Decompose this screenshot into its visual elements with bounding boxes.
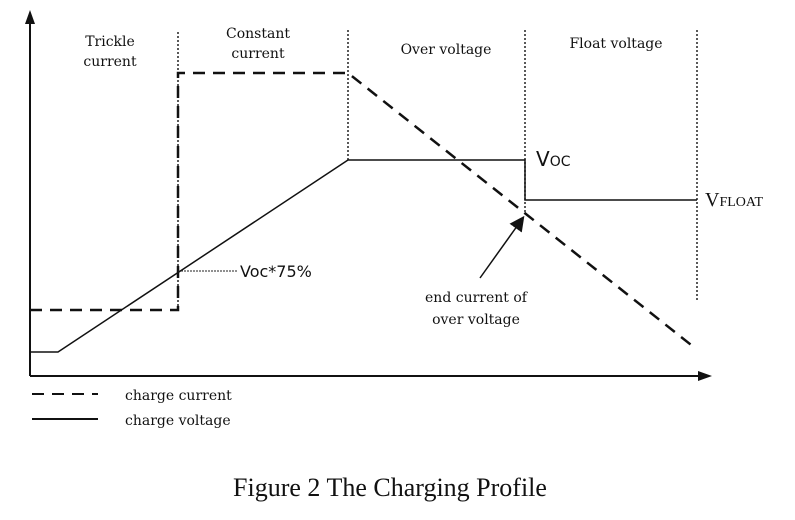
legend-charge-voltage-label: charge voltage <box>125 413 231 429</box>
region-constant-label-2: current <box>231 46 285 62</box>
region-float-voltage-label: Float voltage <box>569 36 662 52</box>
y-axis-arrow <box>25 10 35 24</box>
vfloat-label: VFLOAT <box>705 189 763 211</box>
legend-charge-current-label: charge current <box>125 388 232 404</box>
voc-label: VOC <box>536 147 571 171</box>
figure-caption: Figure 2 The Charging Profile <box>233 473 547 502</box>
end-current-label-1: end current of <box>425 290 529 306</box>
charge-voltage-curve <box>30 159 697 353</box>
x-axis-arrow <box>698 371 712 381</box>
charge-current-curve <box>30 71 696 349</box>
end-current-arrow <box>479 215 525 279</box>
end-current-label-2: over voltage <box>432 312 520 328</box>
region-constant-label-1: Constant <box>226 26 290 42</box>
voc75-label: Voc*75% <box>240 262 312 281</box>
region-trickle-label-2: current <box>83 54 137 70</box>
region-over-voltage-label: Over voltage <box>401 42 492 58</box>
region-trickle-label-1: Trickle <box>85 34 135 50</box>
